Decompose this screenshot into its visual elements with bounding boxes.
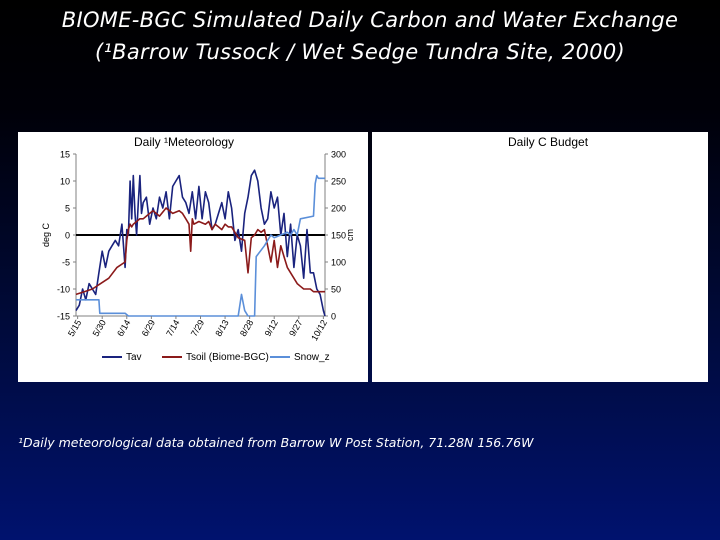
right-tick-label: 250 [331, 177, 346, 187]
meteorology-panel-title: Daily ¹Meteorology [134, 135, 235, 149]
legend-snow-z-label: Snow_z [294, 352, 330, 363]
legend-tsoil-label: Tsoil (Biome-BGC) [186, 352, 269, 363]
x-tick-label: 9/27 [287, 318, 304, 338]
x-tick-label: 10/12 [309, 318, 329, 343]
tsoil-series-line [75, 207, 325, 296]
left-tick-label: 15 [60, 150, 70, 160]
right-tick-label: 200 [331, 204, 346, 214]
right-tick-label: 150 [331, 231, 346, 241]
right-tick-label: 0 [331, 312, 336, 322]
slide-title-line2: (¹Barrow Tussock / Wet Sedge Tundra Site… [94, 40, 626, 64]
x-tick-label: 6/29 [140, 318, 157, 338]
meteorology-chart-panel: Daily ¹Meteorology 15 10 5 0 -5 -10 -15 300 250 2… [18, 132, 368, 382]
left-tick-label: 0 [65, 231, 70, 241]
right-tick-label: 50 [331, 285, 341, 295]
x-tick-label: 6/14 [115, 318, 132, 338]
carbon-budget-panel: Daily C Budget [372, 132, 708, 382]
legend-tav-label: Tav [126, 352, 142, 363]
snow-depth-series-line [76, 174, 325, 317]
y2-axis-title: cm [345, 229, 355, 241]
right-tick-label: 300 [331, 150, 346, 160]
right-tick-label: 100 [331, 258, 346, 268]
footnote: ¹Daily meteorological data obtained from… [18, 435, 534, 450]
x-tick-label: 8/28 [238, 318, 255, 338]
left-tick-label: -10 [57, 285, 70, 295]
left-tick-label: -15 [57, 312, 70, 322]
left-tick-label: 5 [65, 204, 70, 214]
y-axis-title: deg C [41, 222, 51, 247]
left-tick-label: -5 [62, 258, 70, 268]
tav-series-line [75, 169, 326, 317]
slide-title-line1: BIOME-BGC Simulated Daily Carbon and Wat… [61, 8, 679, 32]
x-tick-label: 7/29 [189, 318, 206, 338]
x-tick-label: 9/12 [263, 318, 280, 338]
x-tick-label: 5/30 [91, 318, 108, 338]
x-tick-label: 7/14 [164, 318, 181, 338]
x-tick-label: 8/13 [213, 318, 230, 338]
left-tick-label: 10 [60, 177, 70, 187]
carbon-budget-panel-title: Daily C Budget [508, 135, 589, 149]
